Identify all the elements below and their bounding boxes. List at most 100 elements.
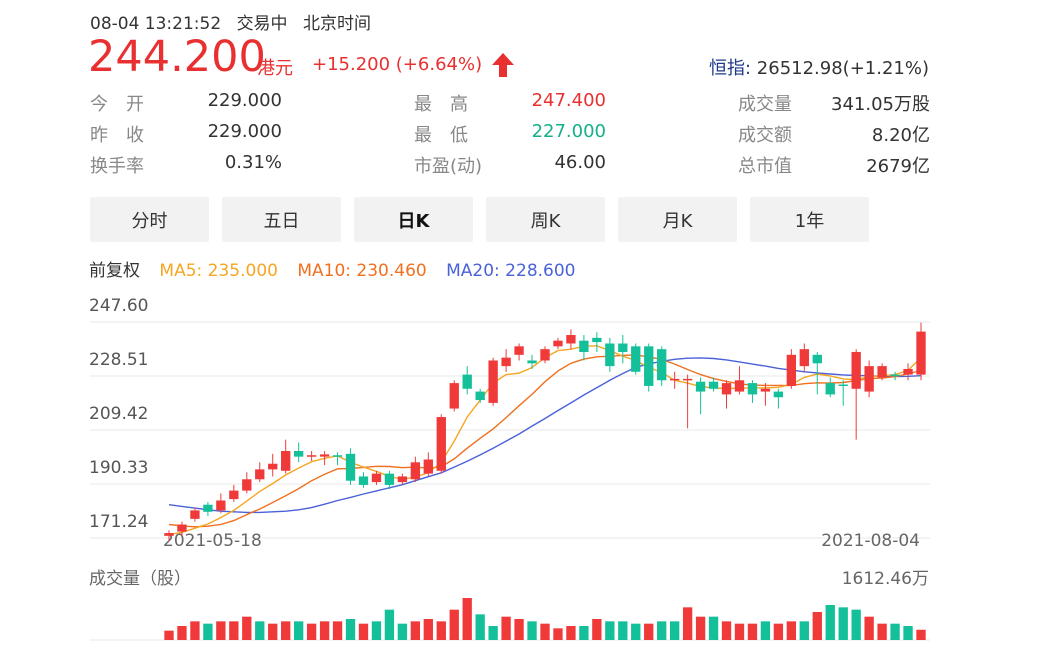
stat-label: 成交额 [738, 125, 792, 146]
x-tick-label: 2021-08-04 [821, 531, 920, 551]
candlestick-chart[interactable]: 247.60 228.51 209.42 190.33 171.24 2021-05-18… [0, 280, 1047, 658]
candle-body[interactable] [631, 346, 641, 372]
candle-body[interactable] [747, 383, 758, 395]
stat-value: 2679亿 [866, 156, 930, 177]
quote-datetime: 08-04 13:21:52 [90, 14, 222, 34]
candle-body[interactable] [397, 476, 408, 483]
candle-body[interactable] [760, 388, 771, 392]
candle-body[interactable] [825, 383, 835, 395]
quote-status-row: 08-04 13:21:52 交易中 北京时间 [90, 9, 381, 34]
volume-bar [890, 623, 900, 640]
candle-body[interactable] [371, 473, 382, 483]
candle-body[interactable] [721, 383, 732, 395]
stat-label: 成交量 [738, 94, 792, 115]
tab-3[interactable]: 周K [486, 197, 605, 242]
candle-body[interactable] [423, 459, 433, 474]
candle-body[interactable] [812, 354, 822, 364]
stat-label: 最 高 [414, 94, 468, 115]
volume-bar [306, 623, 317, 640]
y-tick-label: 228.51 [89, 350, 148, 370]
candle-body[interactable] [190, 510, 200, 519]
candle-body[interactable] [579, 340, 589, 352]
candle-body[interactable] [345, 453, 356, 481]
volume-bar [916, 629, 926, 640]
candle-body[interactable] [916, 331, 926, 375]
volume-bar [293, 621, 304, 640]
candle-body[interactable] [527, 360, 537, 364]
candle-body[interactable] [669, 378, 680, 381]
candle-body[interactable] [306, 455, 317, 457]
candle-body[interactable] [332, 455, 343, 457]
volume-bar [177, 626, 187, 640]
volume-label: 成交量（股） [89, 569, 191, 589]
candle-body[interactable] [410, 462, 421, 480]
candle-body[interactable] [293, 450, 304, 457]
hang-seng-index[interactable]: 恒指: 26512.98(+1.21%) [709, 54, 929, 80]
tab-4[interactable]: 月K [618, 197, 737, 242]
candle-body[interactable] [384, 473, 395, 485]
current-price: 244.200 [88, 32, 266, 82]
volume-bar [903, 626, 913, 640]
volume-bar [838, 607, 848, 640]
candle-body[interactable] [255, 469, 265, 480]
volume-bar [695, 616, 706, 640]
tab-2[interactable]: 日K [354, 197, 473, 242]
candle-body[interactable] [786, 354, 797, 386]
candle-body[interactable] [475, 391, 485, 401]
adjust-mode[interactable]: 前复权 [89, 261, 140, 281]
candle-body[interactable] [838, 384, 848, 387]
volume-bar [734, 623, 745, 640]
volume-bar [488, 626, 498, 640]
candle-body[interactable] [592, 337, 602, 343]
volume-bar [877, 623, 887, 640]
stat-label: 市盈(动) [414, 156, 483, 177]
price-currency: 港元 [257, 58, 293, 79]
candle-body[interactable] [216, 500, 226, 511]
volume-bar [773, 623, 784, 640]
candle-body[interactable] [903, 368, 913, 375]
volume-bar [618, 621, 628, 640]
tab-1[interactable]: 五日 [222, 197, 341, 242]
candle-body[interactable] [851, 351, 861, 389]
candle-body[interactable] [799, 349, 809, 367]
candle-body[interactable] [695, 381, 706, 392]
candle-body[interactable] [268, 463, 278, 470]
candle-body[interactable] [605, 343, 615, 367]
candle-body[interactable] [877, 366, 887, 378]
candle-body[interactable] [319, 454, 330, 457]
candle-body[interactable] [164, 533, 174, 536]
candle-body[interactable] [890, 374, 900, 377]
candle-body[interactable] [436, 417, 446, 471]
candle-body[interactable] [177, 524, 187, 532]
candle-body[interactable] [281, 450, 291, 471]
candle-body[interactable] [682, 378, 693, 381]
volume-bar [475, 614, 485, 640]
candle-body[interactable] [734, 380, 745, 392]
volume-bar [164, 630, 174, 640]
candle-body[interactable] [462, 374, 472, 389]
candle-body[interactable] [540, 349, 550, 361]
candle-body[interactable] [203, 504, 213, 512]
candle-body[interactable] [773, 391, 784, 398]
candle-body[interactable] [644, 346, 654, 386]
candle-body[interactable] [566, 335, 576, 344]
tab-0[interactable]: 分时 [90, 197, 209, 242]
volume-bar [319, 621, 330, 640]
candle-body[interactable] [488, 360, 498, 403]
candle-body[interactable] [864, 366, 874, 392]
stat-label: 最 低 [414, 125, 468, 146]
candle-body[interactable] [553, 340, 563, 347]
candle-body[interactable] [501, 357, 511, 367]
volume-bar [255, 621, 265, 640]
candle-body[interactable] [514, 346, 524, 355]
candle-body[interactable] [229, 490, 239, 500]
candle-body[interactable] [708, 381, 719, 389]
volume-bar [851, 609, 861, 640]
candle-body[interactable] [449, 383, 459, 409]
candle-body[interactable] [358, 476, 369, 485]
candle-body[interactable] [242, 479, 252, 491]
candle-body[interactable] [657, 349, 667, 381]
volume-bar [721, 621, 732, 640]
tab-5[interactable]: 1年 [750, 197, 869, 242]
candle-body[interactable] [618, 343, 628, 352]
